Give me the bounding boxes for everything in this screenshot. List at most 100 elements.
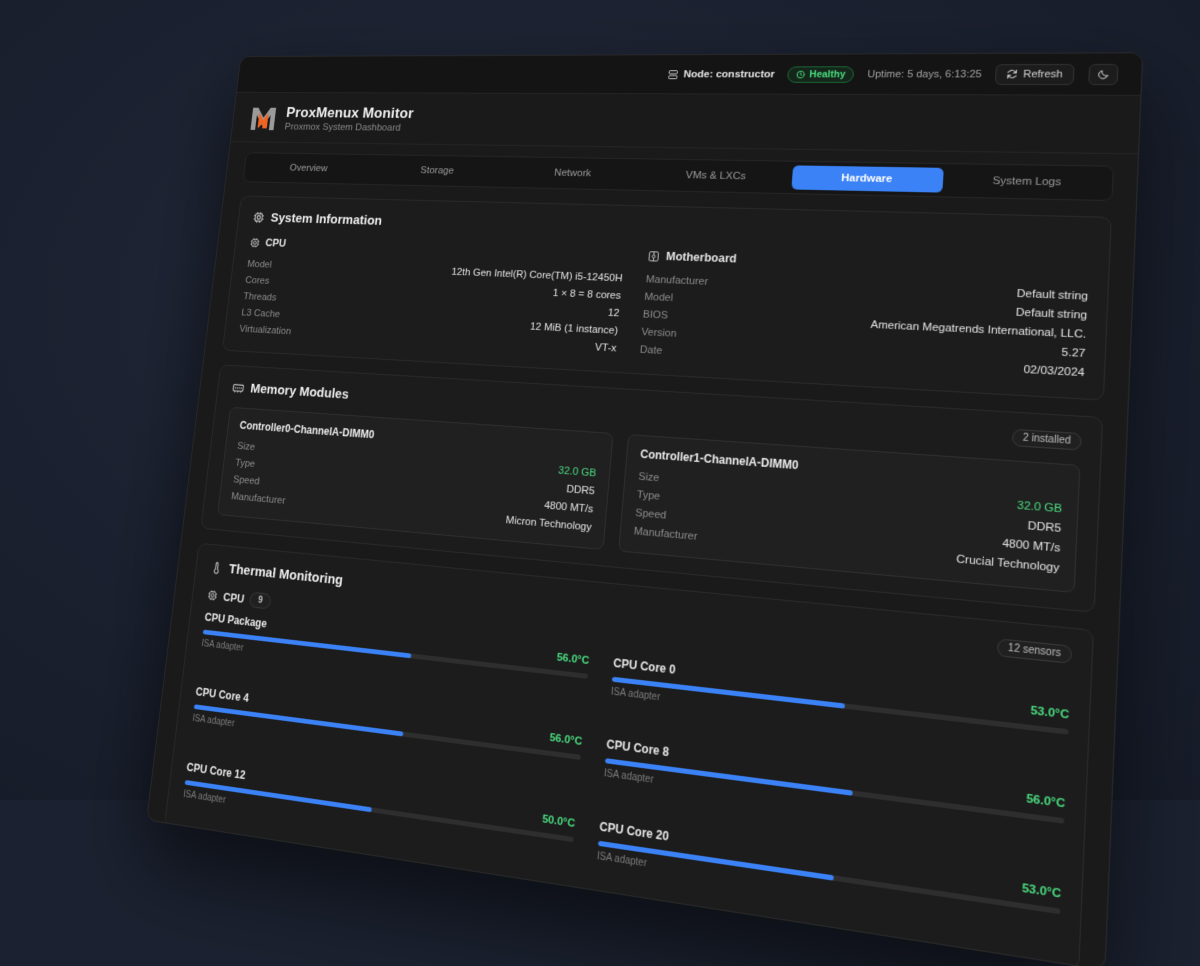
info-row-key: Speed [233, 474, 261, 487]
dashboard-window: Node: constructor Healthy Uptime: 5 days… [146, 52, 1143, 966]
status-badge: Healthy [787, 66, 854, 83]
info-row-key: Manufacturer [231, 491, 286, 506]
refresh-label: Refresh [1023, 68, 1063, 79]
uptime-text: Uptime: 5 days, 6:13:25 [867, 68, 982, 79]
memory-icon [232, 381, 245, 395]
moon-icon [1097, 68, 1110, 80]
status-badge-label: Healthy [809, 69, 846, 80]
sensor-name: CPU Core 20 [599, 819, 670, 843]
info-row-value: 12 [607, 307, 619, 319]
sensor-temperature: 53.0°C [1022, 882, 1062, 901]
info-row-value: Micron Technology [505, 514, 592, 533]
node-info: Node: constructor [667, 69, 775, 80]
info-row-key: Manufacturer [645, 274, 708, 288]
info-row-key: Virtualization [239, 323, 292, 336]
system-information-card: System Information [222, 196, 1112, 401]
refresh-icon [1007, 69, 1019, 79]
info-row-key: Model [644, 291, 674, 303]
sensor-temperature: 53.0°C [1030, 705, 1069, 722]
thermal-group-count-badge: 9 [249, 592, 271, 610]
sensor-adapter: ISA adapter [192, 713, 580, 775]
board-icon [647, 250, 660, 262]
cpu-heading-label: CPU [265, 237, 287, 250]
tab-system-logs[interactable]: System Logs [947, 168, 1109, 196]
sensor-name: CPU Core 12 [186, 760, 246, 782]
info-row-key: BIOS [642, 309, 668, 321]
info-row-value: VT-x [595, 342, 617, 354]
info-row-value: 4800 MT/s [544, 499, 594, 514]
server-icon [667, 69, 679, 80]
card-title-label: Memory Modules [250, 381, 350, 402]
sensor-temperature: 56.0°C [556, 652, 589, 667]
memory-modules-title: Memory Modules [232, 380, 350, 402]
page-subtitle: Proxmox System Dashboard [284, 122, 412, 133]
app-titles: ProxMenux Monitor Proxmox System Dashboa… [284, 105, 414, 134]
chip-icon [252, 211, 265, 224]
info-row-value: 5.27 [1061, 346, 1085, 359]
tab-network[interactable]: Network [505, 161, 643, 187]
info-row-key: Version [641, 326, 677, 339]
info-row-value: 32.0 GB [1017, 499, 1063, 515]
sensor-name: CPU Core 0 [613, 656, 676, 677]
info-row-value: 4800 MT/s [1002, 537, 1061, 554]
page-title: ProxMenux Monitor [285, 105, 414, 123]
sensor-name: CPU Core 8 [606, 737, 670, 759]
info-row-value: DDR5 [1027, 519, 1061, 534]
info-row-key: Cores [245, 275, 270, 286]
info-row-key: L3 Cache [241, 307, 281, 319]
tab-storage[interactable]: Storage [372, 158, 503, 183]
info-row-key: Type [636, 489, 660, 502]
info-row-key: Size [638, 471, 660, 484]
cpu-icon [207, 589, 219, 602]
info-row-value: Default string [1016, 288, 1088, 303]
system-information-title: System Information [252, 210, 383, 228]
motherboard-heading-label: Motherboard [666, 250, 738, 265]
thermometer-icon [210, 560, 223, 575]
sensor-list: CPU Package 56.0°C ISA adapter CPU Core 0 53… [181, 611, 1069, 948]
info-row-value: Default string [1015, 306, 1087, 321]
info-row-value: 1 × 8 = 8 cores [552, 287, 621, 301]
top-status-bar: Node: constructor Healthy Uptime: 5 days… [237, 53, 1142, 96]
info-row-key: Model [247, 259, 273, 270]
card-title-label: System Information [270, 211, 383, 229]
sensor-count-badge: 12 sensors [997, 638, 1072, 664]
info-row-key: Speed [635, 507, 667, 521]
activity-icon [796, 70, 806, 79]
memory-count-badge: 2 installed [1012, 429, 1082, 451]
info-row-key: Date [639, 344, 662, 356]
info-row-value: Crucial Technology [956, 553, 1060, 574]
sensor-name: CPU Package [204, 611, 268, 631]
info-row-value: DDR5 [566, 483, 595, 497]
node-label: Node: constructor [683, 69, 775, 80]
proxmenux-m-logo [249, 105, 278, 132]
sensor-adapter: ISA adapter [610, 687, 1068, 752]
info-row-key: Manufacturer [633, 525, 697, 542]
sensor-temperature: 50.0°C [542, 813, 576, 830]
refresh-button[interactable]: Refresh [995, 64, 1074, 85]
motherboard-section: Motherboard Manufacturer Default string Mo… [639, 249, 1089, 382]
info-row-value: 02/03/2024 [1023, 363, 1085, 378]
tab-vms-lxcs[interactable]: VMs & LXCs [644, 163, 789, 189]
sensor-name: CPU Core 4 [195, 685, 250, 705]
cpu-icon [249, 237, 260, 248]
thermal-monitoring-title: Thermal Monitoring [210, 559, 344, 588]
info-row-value: 12 MiB (1 instance) [530, 321, 619, 336]
info-row-value: 32.0 GB [558, 465, 597, 479]
motherboard-rows: Manufacturer Default string Model Default s… [639, 270, 1088, 382]
sensor-temperature: 56.0°C [1026, 793, 1065, 811]
tab-overview[interactable]: Overview [247, 156, 372, 180]
card-title-label: Thermal Monitoring [228, 561, 344, 588]
tab-hardware[interactable]: Hardware [791, 165, 944, 192]
info-row-key: Type [235, 457, 256, 469]
perspective-stage: Node: constructor Healthy Uptime: 5 days… [0, 0, 1200, 800]
thermal-group-label: CPU [223, 590, 246, 605]
info-row-key: Size [237, 440, 256, 452]
theme-toggle-button[interactable] [1088, 63, 1118, 84]
thermal-monitoring-card: Thermal Monitoring 12 sensors [164, 543, 1094, 966]
